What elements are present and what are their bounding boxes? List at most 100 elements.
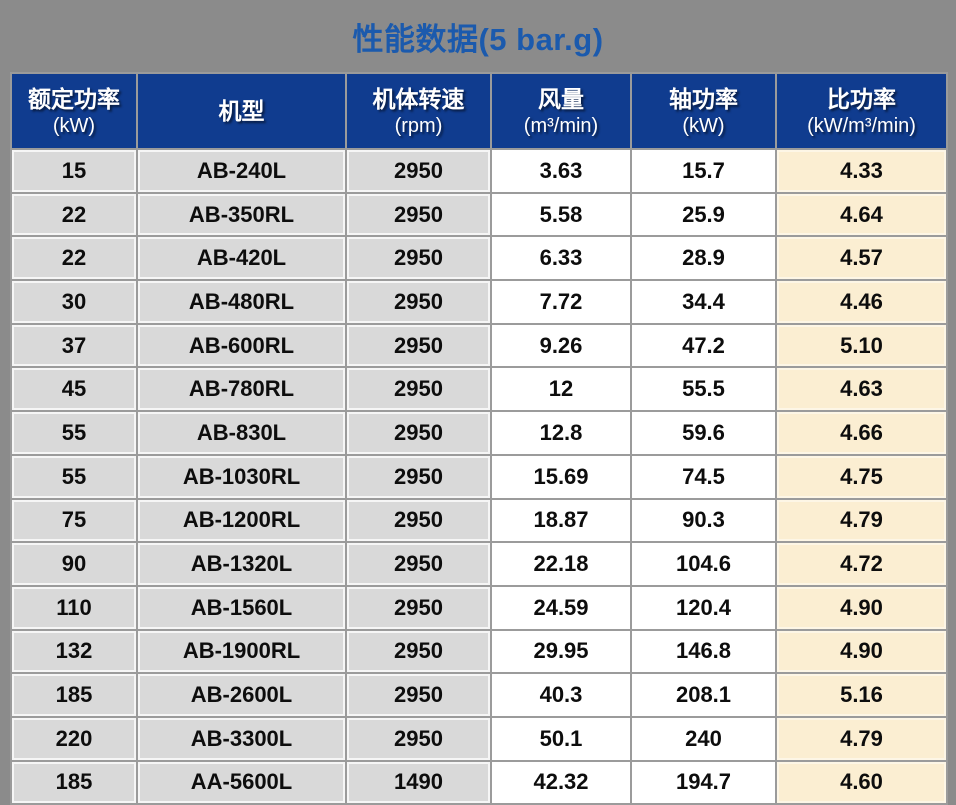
table-cell: 2950: [345, 322, 492, 369]
col-header-unit: (kW): [52, 114, 96, 137]
table-cell: 4.90: [775, 628, 948, 675]
table-cell: 34.4: [630, 279, 777, 325]
table-row: 45 AB-780RL 2950 12 55.5 4.63: [10, 366, 948, 413]
table-cell: 4.33: [775, 148, 948, 194]
table-cell: 29.95: [490, 628, 632, 675]
table-row: 220 AB-3300L 2950 50.1 240 4.79: [10, 715, 948, 762]
table-cell: 5.16: [775, 672, 948, 718]
table-cell: 1490: [345, 759, 492, 805]
table-cell: 4.46: [775, 279, 948, 325]
col-header-label: 比功率: [827, 85, 896, 112]
table-cell: 75: [10, 497, 138, 544]
table-cell: 4.90: [775, 584, 948, 631]
table-cell: 74.5: [630, 453, 777, 500]
table-cell: 2950: [345, 453, 492, 500]
table-cell: 3.63: [490, 148, 632, 194]
table-cell: 24.59: [490, 584, 632, 631]
col-header-unit: (kW/m³/min): [807, 114, 916, 137]
table-cell: AB-240L: [136, 148, 347, 194]
table-row: 110 AB-1560L 2950 24.59 120.4 4.90: [10, 584, 948, 631]
page-title: 性能数据(5 bar.g): [352, 22, 604, 57]
table-cell: 55.5: [630, 366, 777, 413]
col-header-unit: (kW): [682, 114, 725, 137]
table-cell: 2950: [345, 235, 492, 282]
table-row: 22 AB-420L 2950 6.33 28.9 4.57: [10, 235, 948, 282]
table-row: 90 AB-1320L 2950 22.18 104.6 4.72: [10, 541, 948, 587]
table-cell: AB-420L: [136, 235, 347, 282]
table-cell: 4.72: [775, 541, 948, 587]
table-cell: AB-600RL: [136, 322, 347, 369]
table-cell: 6.33: [490, 235, 632, 282]
table-cell: 18.87: [490, 497, 632, 544]
header-row: 额定功率 (kW) 机型 机体转速 (rpm) 风量 (m³/min) 轴功率 …: [10, 72, 948, 150]
table-row: 30 AB-480RL 2950 7.72 34.4 4.46: [10, 279, 948, 325]
table-cell: 59.6: [630, 410, 777, 456]
table-cell: 2950: [345, 191, 492, 238]
table-cell: 42.32: [490, 759, 632, 805]
table-cell: AA-5600L: [136, 759, 347, 805]
table-cell: AB-1900RL: [136, 628, 347, 675]
col-header-body-speed: 机体转速 (rpm): [345, 72, 492, 150]
table-cell: 55: [10, 410, 138, 456]
col-header-label: 额定功率: [28, 85, 120, 112]
col-header-air-flow: 风量 (m³/min): [490, 72, 632, 150]
col-header-label: 轴功率: [669, 85, 738, 112]
table-cell: 9.26: [490, 322, 632, 369]
table-cell: 208.1: [630, 672, 777, 718]
table-row: 75 AB-1200RL 2950 18.87 90.3 4.79: [10, 497, 948, 544]
table-cell: 12: [490, 366, 632, 413]
table-cell: 30: [10, 279, 138, 325]
table-cell: 4.79: [775, 497, 948, 544]
col-header-shaft-power: 轴功率 (kW): [630, 72, 777, 150]
table-cell: 90: [10, 541, 138, 587]
table-cell: 22: [10, 191, 138, 238]
table-cell: 2950: [345, 366, 492, 413]
table-cell: 55: [10, 453, 138, 500]
table-cell: 45: [10, 366, 138, 413]
table-cell: 4.64: [775, 191, 948, 238]
table-cell: AB-780RL: [136, 366, 347, 413]
table-cell: 104.6: [630, 541, 777, 587]
table-cell: 4.60: [775, 759, 948, 805]
table-row: 132 AB-1900RL 2950 29.95 146.8 4.90: [10, 628, 948, 675]
table-cell: AB-350RL: [136, 191, 347, 238]
table-cell: 15: [10, 148, 138, 194]
performance-data-table: 额定功率 (kW) 机型 机体转速 (rpm) 风量 (m³/min) 轴功率 …: [10, 72, 948, 805]
col-header-label: 机型: [218, 98, 265, 124]
table-cell: AB-3300L: [136, 715, 347, 762]
table-cell: 110: [10, 584, 138, 631]
table-cell: 132: [10, 628, 138, 675]
table-cell: 15.69: [490, 453, 632, 500]
table-row: 37 AB-600RL 2950 9.26 47.2 5.10: [10, 322, 948, 369]
table-row: 55 AB-830L 2950 12.8 59.6 4.66: [10, 410, 948, 456]
table-cell: 120.4: [630, 584, 777, 631]
table-cell: 40.3: [490, 672, 632, 718]
table-cell: 185: [10, 672, 138, 718]
table-cell: 2950: [345, 672, 492, 718]
col-header-specific-power: 比功率 (kW/m³/min): [775, 72, 948, 150]
table-cell: AB-1030RL: [136, 453, 347, 500]
col-header-unit: (rpm): [394, 114, 443, 137]
table-cell: 90.3: [630, 497, 777, 544]
table-cell: AB-830L: [136, 410, 347, 456]
table-cell: AB-1320L: [136, 541, 347, 587]
table-cell: 37: [10, 322, 138, 369]
table-cell: AB-1560L: [136, 584, 347, 631]
table-cell: 2950: [345, 497, 492, 544]
table-cell: 25.9: [630, 191, 777, 238]
col-header-label: 机体转速: [372, 85, 465, 112]
table-cell: 5.58: [490, 191, 632, 238]
table-row: 185 AB-2600L 2950 40.3 208.1 5.16: [10, 672, 948, 718]
table-cell: 185: [10, 759, 138, 805]
table-row: 185 AA-5600L 1490 42.32 194.7 4.60: [10, 759, 948, 805]
table-cell: 220: [10, 715, 138, 762]
col-header-model: 机型: [136, 72, 347, 150]
table-cell: 2950: [345, 584, 492, 631]
table-row: 15 AB-240L 2950 3.63 15.7 4.33: [10, 148, 948, 194]
table-cell: AB-480RL: [136, 279, 347, 325]
table-cell: 2950: [345, 148, 492, 194]
col-header-unit: (m³/min): [523, 114, 599, 137]
table-cell: AB-1200RL: [136, 497, 347, 544]
table-cell: 12.8: [490, 410, 632, 456]
table-cell: 50.1: [490, 715, 632, 762]
